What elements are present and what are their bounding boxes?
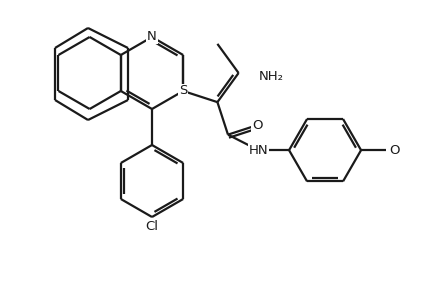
Text: NH₂: NH₂ bbox=[258, 70, 284, 83]
Text: O: O bbox=[389, 144, 400, 157]
Text: Cl: Cl bbox=[146, 221, 159, 233]
Text: Cl: Cl bbox=[146, 221, 159, 233]
Text: O: O bbox=[252, 119, 263, 132]
Text: S: S bbox=[179, 85, 187, 98]
Text: HN: HN bbox=[249, 144, 268, 157]
Text: N: N bbox=[147, 30, 157, 43]
